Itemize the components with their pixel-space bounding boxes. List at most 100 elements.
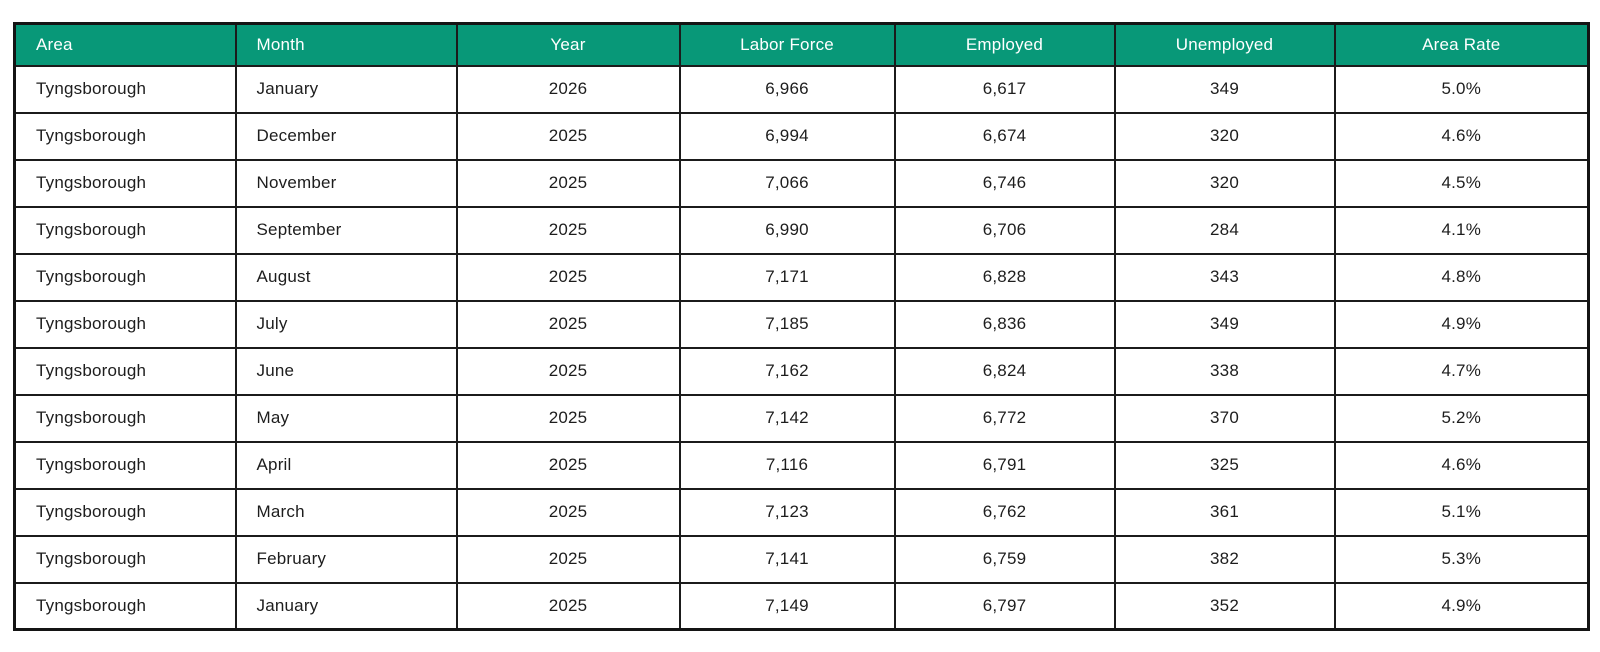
cell-area: Tyngsborough: [13, 158, 237, 208]
cell-area: Tyngsborough: [13, 205, 237, 255]
cell-month: August: [234, 252, 458, 302]
cell-year: 2025: [455, 534, 681, 584]
cell-employed: 6,746: [893, 158, 1116, 208]
cell-month: June: [234, 346, 458, 396]
cell-unemployed: 349: [1113, 299, 1336, 349]
cell-month: January: [234, 64, 458, 114]
cell-unemployed: 325: [1113, 440, 1336, 490]
cell-area: Tyngsborough: [13, 346, 237, 396]
table-row: Tyngsborough September 2025 6,990 6,706 284 4.…: [13, 205, 1590, 255]
table-row: Tyngsborough June 2025 7,162 6,824 338 4.7%: [13, 346, 1590, 396]
table-row: Tyngsborough May 2025 7,142 6,772 370 5.2%: [13, 393, 1590, 443]
cell-year: 2025: [455, 111, 681, 161]
cell-month: July: [234, 299, 458, 349]
column-header-month: Month: [234, 22, 458, 67]
cell-year: 2025: [455, 393, 681, 443]
table-row: Tyngsborough August 2025 7,171 6,828 343 4.8%: [13, 252, 1590, 302]
cell-unemployed: 382: [1113, 534, 1336, 584]
table-row: Tyngsborough April 2025 7,116 6,791 325 4.6%: [13, 440, 1590, 490]
cell-area-rate: 4.1%: [1333, 205, 1590, 255]
labor-force-table-container: Area Month Year Labor Force Employed Une…: [13, 22, 1590, 631]
cell-month: February: [234, 534, 458, 584]
table-header: Area Month Year Labor Force Employed Une…: [13, 22, 1590, 67]
column-header-employed: Employed: [893, 22, 1116, 67]
column-header-area-rate: Area Rate: [1333, 22, 1590, 67]
table-row: Tyngsborough January 2026 6,966 6,617 349 5.0%: [13, 64, 1590, 114]
column-header-labor-force: Labor Force: [678, 22, 896, 67]
cell-year: 2025: [455, 205, 681, 255]
cell-employed: 6,759: [893, 534, 1116, 584]
cell-area: Tyngsborough: [13, 534, 237, 584]
cell-labor-force: 7,116: [678, 440, 896, 490]
cell-employed: 6,791: [893, 440, 1116, 490]
table-body: Tyngsborough January 2026 6,966 6,617 349 5.0%…: [13, 64, 1590, 631]
cell-unemployed: 361: [1113, 487, 1336, 537]
header-row: Area Month Year Labor Force Employed Une…: [13, 22, 1590, 67]
cell-month: September: [234, 205, 458, 255]
cell-employed: 6,706: [893, 205, 1116, 255]
cell-area-rate: 4.9%: [1333, 299, 1590, 349]
cell-area-rate: 4.8%: [1333, 252, 1590, 302]
cell-unemployed: 284: [1113, 205, 1336, 255]
cell-unemployed: 352: [1113, 581, 1336, 631]
cell-year: 2025: [455, 346, 681, 396]
column-header-year: Year: [455, 22, 681, 67]
cell-year: 2025: [455, 440, 681, 490]
cell-unemployed: 320: [1113, 158, 1336, 208]
cell-area: Tyngsborough: [13, 581, 237, 631]
cell-area: Tyngsborough: [13, 487, 237, 537]
cell-year: 2025: [455, 581, 681, 631]
cell-area: Tyngsborough: [13, 111, 237, 161]
cell-area: Tyngsborough: [13, 64, 237, 114]
table-row: Tyngsborough July 2025 7,185 6,836 349 4.9%: [13, 299, 1590, 349]
cell-labor-force: 7,123: [678, 487, 896, 537]
table-row: Tyngsborough November 2025 7,066 6,746 320 4.5…: [13, 158, 1590, 208]
labor-force-table: Area Month Year Labor Force Employed Une…: [13, 22, 1590, 631]
table-row: Tyngsborough January 2025 7,149 6,797 352 4.9%: [13, 581, 1590, 631]
cell-month: January: [234, 581, 458, 631]
cell-employed: 6,824: [893, 346, 1116, 396]
table-row: Tyngsborough March 2025 7,123 6,762 361 5.1%: [13, 487, 1590, 537]
cell-labor-force: 7,185: [678, 299, 896, 349]
cell-unemployed: 349: [1113, 64, 1336, 114]
cell-unemployed: 338: [1113, 346, 1336, 396]
cell-employed: 6,762: [893, 487, 1116, 537]
cell-employed: 6,674: [893, 111, 1116, 161]
cell-area: Tyngsborough: [13, 252, 237, 302]
cell-labor-force: 7,141: [678, 534, 896, 584]
cell-year: 2025: [455, 299, 681, 349]
cell-labor-force: 7,149: [678, 581, 896, 631]
cell-labor-force: 7,162: [678, 346, 896, 396]
cell-area-rate: 5.2%: [1333, 393, 1590, 443]
cell-area-rate: 5.3%: [1333, 534, 1590, 584]
cell-year: 2025: [455, 252, 681, 302]
cell-employed: 6,828: [893, 252, 1116, 302]
cell-month: May: [234, 393, 458, 443]
table-row: Tyngsborough February 2025 7,141 6,759 382 5.3…: [13, 534, 1590, 584]
cell-year: 2025: [455, 487, 681, 537]
cell-labor-force: 7,066: [678, 158, 896, 208]
cell-employed: 6,797: [893, 581, 1116, 631]
cell-area: Tyngsborough: [13, 393, 237, 443]
cell-labor-force: 7,171: [678, 252, 896, 302]
cell-area-rate: 4.6%: [1333, 440, 1590, 490]
column-header-unemployed: Unemployed: [1113, 22, 1336, 67]
cell-labor-force: 6,966: [678, 64, 896, 114]
cell-year: 2025: [455, 158, 681, 208]
cell-employed: 6,836: [893, 299, 1116, 349]
cell-year: 2026: [455, 64, 681, 114]
cell-area-rate: 5.0%: [1333, 64, 1590, 114]
cell-area-rate: 4.9%: [1333, 581, 1590, 631]
cell-area: Tyngsborough: [13, 299, 237, 349]
cell-unemployed: 370: [1113, 393, 1336, 443]
cell-unemployed: 343: [1113, 252, 1336, 302]
cell-labor-force: 7,142: [678, 393, 896, 443]
cell-month: December: [234, 111, 458, 161]
cell-area-rate: 4.7%: [1333, 346, 1590, 396]
cell-area-rate: 5.1%: [1333, 487, 1590, 537]
cell-area-rate: 4.5%: [1333, 158, 1590, 208]
cell-unemployed: 320: [1113, 111, 1336, 161]
table-row: Tyngsborough December 2025 6,994 6,674 320 4.6…: [13, 111, 1590, 161]
cell-labor-force: 6,994: [678, 111, 896, 161]
cell-area: Tyngsborough: [13, 440, 237, 490]
